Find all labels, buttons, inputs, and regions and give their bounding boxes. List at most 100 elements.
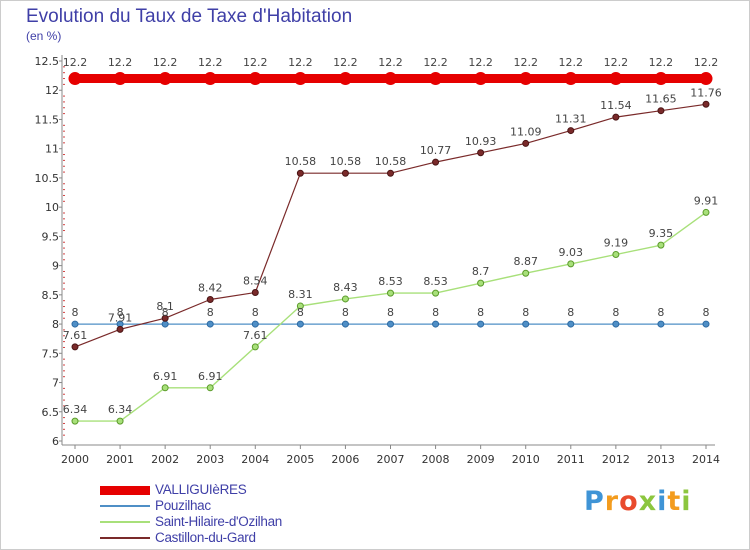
- data-point: [251, 289, 259, 297]
- y-tick-label: 8.5: [42, 289, 60, 302]
- x-tick-label: 2011: [557, 453, 585, 466]
- data-label: 12.2: [559, 56, 584, 69]
- data-label: 6.91: [153, 370, 178, 383]
- data-label: 8: [657, 306, 664, 319]
- data-label: 8: [117, 306, 124, 319]
- data-point: [432, 320, 440, 328]
- data-label: 7.61: [63, 329, 88, 342]
- data-label: 12.2: [378, 56, 403, 69]
- data-point: [567, 320, 575, 328]
- data-point: [702, 100, 710, 108]
- data-point: [206, 296, 214, 304]
- y-tick-label: 8: [52, 318, 59, 331]
- data-point: [474, 72, 488, 86]
- data-label: 8.43: [333, 281, 358, 294]
- data-label: 8.54: [243, 275, 268, 288]
- x-tick-label: 2003: [196, 453, 224, 466]
- logo-letter: P: [584, 486, 605, 517]
- data-point: [71, 417, 79, 425]
- x-tick-label: 2009: [467, 453, 495, 466]
- data-point: [522, 320, 530, 328]
- data-point: [161, 314, 169, 322]
- data-label: 7.61: [243, 329, 268, 342]
- data-label: 12.2: [468, 56, 493, 69]
- data-label: 10.77: [420, 144, 452, 157]
- data-label: 12.2: [153, 56, 178, 69]
- y-tick-label: 12: [45, 84, 59, 97]
- data-point: [387, 289, 394, 297]
- legend-label: Castillon-du-Gard: [155, 530, 256, 545]
- data-point: [203, 72, 217, 86]
- data-label: 8: [252, 306, 259, 319]
- data-point: [522, 269, 530, 277]
- data-label: 12.2: [288, 56, 313, 69]
- data-point: [251, 343, 259, 351]
- data-label: 12.2: [513, 56, 538, 69]
- data-point: [161, 384, 169, 392]
- data-label: 8.7: [472, 265, 490, 278]
- data-point: [429, 72, 443, 86]
- y-tick-label: 9.5: [42, 230, 60, 243]
- data-label: 9.35: [649, 227, 674, 240]
- data-label: 9.03: [559, 246, 584, 259]
- data-label: 8: [162, 306, 169, 319]
- data-point: [116, 325, 124, 333]
- data-label: 10.58: [285, 155, 317, 168]
- data-label: 6.91: [198, 370, 223, 383]
- data-label: 10.58: [375, 155, 407, 168]
- legend-label: VALLIGUIèRES: [155, 482, 247, 497]
- x-tick-label: 2014: [692, 453, 720, 466]
- data-point: [609, 72, 623, 86]
- data-label: 8: [522, 306, 529, 319]
- x-tick-label: 2002: [151, 453, 179, 466]
- data-label: 8: [432, 306, 439, 319]
- y-tick-label: 9: [52, 260, 59, 273]
- logo-letter: r: [604, 486, 620, 517]
- line-chart: 6 6.5 7 7.5 8 8.5 9 9.5 10 10.5 11 11.5 12 12.5 2000 20…: [35, 55, 722, 466]
- data-label: 11.65: [645, 93, 677, 106]
- data-label: 12.2: [63, 56, 88, 69]
- data-label: 8.31: [288, 288, 313, 301]
- data-point: [612, 251, 620, 259]
- logo-letter: x: [638, 486, 658, 517]
- data-point: [654, 72, 668, 86]
- x-tick-label: 2000: [61, 453, 89, 466]
- logo-letter: t: [667, 486, 682, 517]
- data-point: [116, 417, 124, 425]
- data-point: [341, 295, 349, 303]
- data-point: [432, 289, 440, 297]
- data-label: 9.91: [694, 194, 719, 207]
- legend-swatch: [100, 485, 150, 495]
- data-label: 8: [207, 306, 214, 319]
- legend-label: Saint-Hilaire-d'Ozilhan: [155, 514, 282, 529]
- data-point: [702, 320, 710, 328]
- data-label: 12.2: [243, 56, 268, 69]
- data-point: [387, 169, 394, 177]
- data-label: 11.54: [600, 99, 632, 112]
- data-label: 12.2: [649, 56, 674, 69]
- logo-letter: i: [657, 486, 668, 517]
- data-point: [657, 320, 665, 328]
- data-point: [248, 72, 262, 86]
- data-label: 8: [477, 306, 484, 319]
- data-label: 10.93: [465, 135, 497, 148]
- y-tick-label: 11: [45, 143, 59, 156]
- chart-subtitle: (en %): [26, 29, 62, 43]
- data-label: 12.2: [694, 56, 719, 69]
- y-tick-label: 11.5: [35, 113, 60, 126]
- y-tick-label: 7.5: [42, 347, 60, 360]
- chart-title: Evolution du Taux de Taxe d'Habitation: [26, 6, 353, 27]
- data-point: [612, 113, 620, 121]
- data-label: 12.2: [423, 56, 448, 69]
- data-point: [206, 320, 214, 328]
- data-point: [477, 149, 485, 157]
- logo-letter: o: [619, 486, 639, 517]
- data-point: [432, 158, 440, 166]
- data-label: 8: [387, 306, 394, 319]
- data-point: [296, 169, 304, 177]
- data-point: [293, 72, 307, 86]
- data-label: 12.2: [604, 56, 629, 69]
- data-point: [702, 208, 710, 216]
- data-point: [567, 127, 575, 135]
